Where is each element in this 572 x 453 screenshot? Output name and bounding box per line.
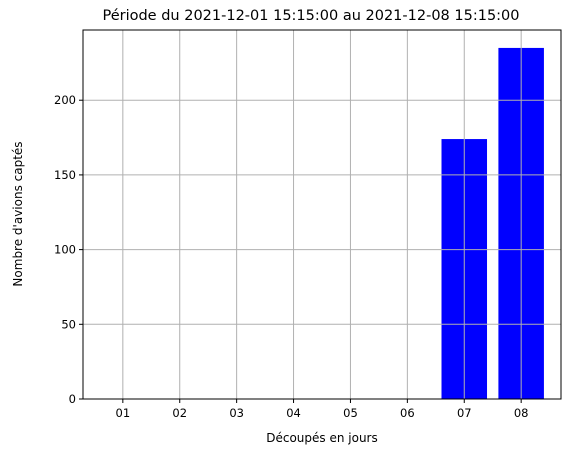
x-tick-label: 08 — [514, 406, 529, 420]
y-tick-label: 50 — [61, 317, 76, 331]
y-gridlines — [83, 99, 561, 400]
y-tick-label: 150 — [54, 168, 76, 182]
x-tick-label: 05 — [343, 406, 358, 420]
x-tick-label: 06 — [400, 406, 415, 420]
x-axis-ticks: 01 02 03 04 05 06 07 08 — [116, 399, 529, 420]
chart-title: Période du 2021-12-01 15:15:00 au 2021-1… — [102, 8, 519, 24]
y-tick-label: 0 — [69, 392, 76, 406]
x-axis-label: Découpés en jours — [266, 431, 378, 445]
y-axis-label: Nombre d'avions captés — [11, 141, 25, 286]
x-tick-label: 03 — [229, 406, 244, 420]
x-tick-label: 02 — [172, 406, 187, 420]
plot-frame — [82, 29, 562, 400]
x-tick-label: 07 — [457, 406, 472, 420]
x-tick-label: 04 — [286, 406, 301, 420]
y-tick-label: 200 — [54, 93, 76, 107]
x-tick-label: 01 — [116, 406, 131, 420]
x-gridlines — [122, 30, 522, 399]
y-tick-label: 100 — [54, 243, 76, 257]
y-axis-ticks: 0 50 100 150 200 — [54, 93, 83, 406]
